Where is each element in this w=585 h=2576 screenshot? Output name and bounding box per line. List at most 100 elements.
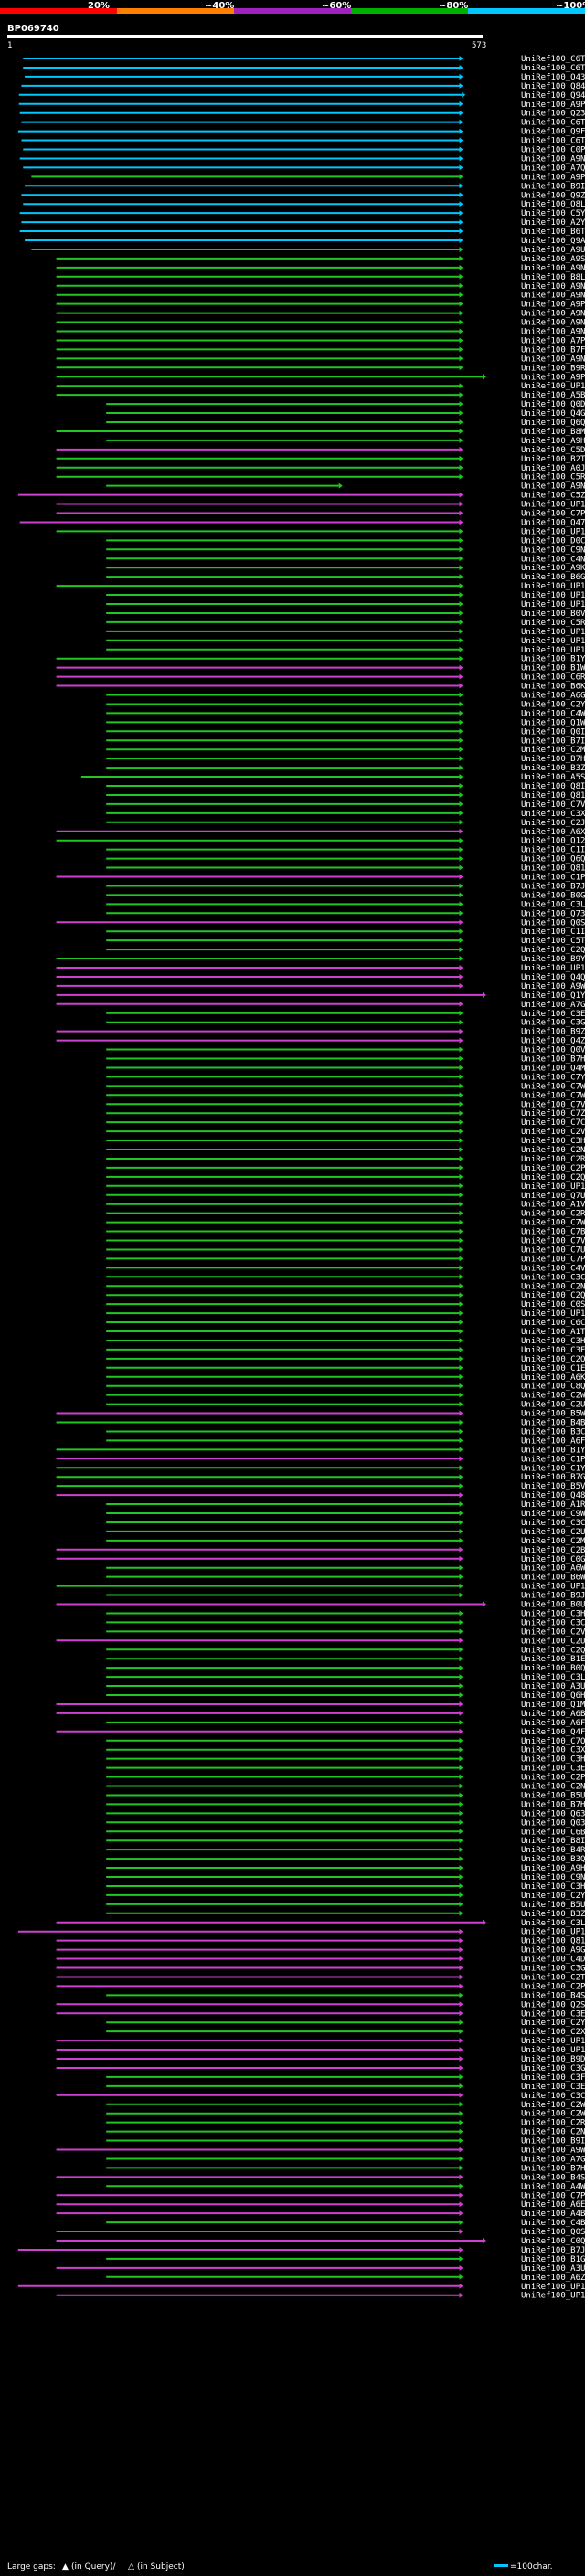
hit-label[interactable]: UniRef100_C2YAW3 <box>521 1892 585 1901</box>
hit-label[interactable]: UniRef100_B4B7S7 <box>521 1419 585 1428</box>
hit-label[interactable]: UniRef100_C2UY76 <box>521 1401 585 1410</box>
hit-label[interactable]: UniRef100_Q0I4M8 <box>521 727 585 737</box>
hit-label[interactable]: UniRef100_Q1MX27 <box>521 1701 585 1710</box>
hit-label[interactable]: UniRef100_C2R8N2 <box>521 1210 585 1219</box>
hit-label[interactable]: UniRef100_UP1000... <box>521 2283 585 2292</box>
hit-label[interactable]: UniRef100_UP1000... <box>521 527 585 536</box>
hit-label[interactable]: UniRef100_Q479C0 <box>521 518 585 527</box>
hit-label[interactable]: UniRef100_C5RBM6 <box>521 619 585 628</box>
hit-label[interactable]: UniRef100_B1G833 <box>521 2255 585 2264</box>
hit-label[interactable]: UniRef100_A9NNE3 <box>521 328 585 337</box>
hit-label[interactable]: UniRef100_Q94I10 <box>521 91 585 101</box>
hit-label[interactable]: UniRef100_B8LRL8 <box>521 273 585 282</box>
hit-label[interactable]: UniRef100_UP1000... <box>521 582 585 591</box>
hit-label[interactable]: UniRef100_UP1000... <box>521 382 585 391</box>
hit-label[interactable]: UniRef100_A1RX85 <box>521 1500 585 1510</box>
hit-label[interactable]: UniRef100_UP1000... <box>521 646 585 655</box>
hit-label[interactable]: UniRef100_B7HY33 <box>521 1800 585 1809</box>
hit-label[interactable]: UniRef100_B2TB05 <box>521 455 585 464</box>
hit-label[interactable]: UniRef100_Q63BJ3 <box>521 1809 585 1818</box>
hit-label[interactable]: UniRef100_C6TD23 <box>521 64 585 73</box>
hit-label[interactable]: UniRef100_Q81819 <box>521 1937 585 1946</box>
hit-label[interactable]: UniRef100_C2JS43 <box>521 819 585 828</box>
hit-label[interactable]: UniRef100_Q0SSX1 <box>521 2228 585 2237</box>
hit-label[interactable]: UniRef100_B9Z7B0 <box>521 1028 585 1037</box>
hit-label[interactable]: UniRef100_B8ME26 <box>521 428 585 437</box>
hit-label[interactable]: UniRef100_A9P2P9 <box>521 373 585 382</box>
hit-label[interactable]: UniRef100_C4WSY3 <box>521 709 585 718</box>
hit-label[interactable]: UniRef100_Q6Q115 <box>521 419 585 428</box>
hit-label[interactable]: UniRef100_A9NLT9 <box>521 482 585 492</box>
hit-label[interactable]: UniRef100_C1IPW0 <box>521 928 585 937</box>
hit-label[interactable]: UniRef100_A4BI02 <box>521 2210 585 2219</box>
hit-label[interactable]: UniRef100_Q8LEB8 <box>521 200 585 209</box>
hit-label[interactable]: UniRef100_C8QIN0 <box>521 1383 585 1392</box>
hit-label[interactable]: UniRef100_B4SJF7 <box>521 2173 585 2182</box>
hit-label[interactable]: UniRef100_C2MKQ2 <box>521 1537 585 1546</box>
hit-label[interactable]: UniRef100_C3H011 <box>521 1137 585 1146</box>
hit-label[interactable]: UniRef100_C9W666 <box>521 1510 585 1519</box>
hit-label[interactable]: UniRef100_A9PIS6 <box>521 173 585 182</box>
hit-label[interactable]: UniRef100_B3Z608 <box>521 764 585 773</box>
hit-label[interactable]: UniRef100_Q4FTS4 <box>521 1728 585 1737</box>
hit-label[interactable]: UniRef100_C7B0G7 <box>521 1228 585 1237</box>
hit-label[interactable]: UniRef100_B0V418 <box>521 610 585 619</box>
hit-label[interactable]: UniRef100_B0UGT8 <box>521 1601 585 1610</box>
hit-label[interactable]: UniRef100_C2XGF9 <box>521 2028 585 2037</box>
hit-label[interactable]: UniRef100_B1W295 <box>521 664 585 673</box>
hit-label[interactable]: UniRef100_C2YUE0 <box>521 700 585 709</box>
hit-label[interactable]: UniRef100_A9HUU0 <box>521 437 585 446</box>
hit-label[interactable]: UniRef100_C7WBI0 <box>521 1091 585 1100</box>
hit-label[interactable]: UniRef100_Q23939 <box>521 110 585 119</box>
hit-label[interactable]: UniRef100_C6T8J2 <box>521 137 585 146</box>
hit-label[interactable]: UniRef100_B7IQN2 <box>521 737 585 746</box>
hit-label[interactable]: UniRef100_C6B2H7 <box>521 1828 585 1837</box>
hit-label[interactable]: UniRef100_C3GTT0 <box>521 2064 585 2073</box>
hit-label[interactable]: UniRef100_B7HSP3 <box>521 1055 585 1065</box>
hit-label[interactable]: UniRef100_B8IC40 <box>521 1837 585 1846</box>
hit-label[interactable]: UniRef100_UP1000... <box>521 1309 585 1319</box>
hit-label[interactable]: UniRef100_A9WN12 <box>521 2147 585 2156</box>
hit-label[interactable]: UniRef100_C2PMG1 <box>521 1982 585 1991</box>
hit-label[interactable]: UniRef100_C2VEF3 <box>521 1627 585 1637</box>
hit-label[interactable]: UniRef100_C2YCZ1 <box>521 2019 585 2028</box>
hit-label[interactable]: UniRef100_Q4G5Q4 <box>521 409 585 419</box>
hit-label[interactable]: UniRef100_C0Q9R2 <box>521 2237 585 2246</box>
hit-label[interactable]: UniRef100_A4WB70 <box>521 2182 585 2191</box>
hit-label[interactable]: UniRef100_C3ETV2 <box>521 1010 585 1019</box>
hit-label[interactable]: UniRef100_B0GDN2 <box>521 891 585 900</box>
hit-label[interactable]: UniRef100_C3EPQ1 <box>521 2009 585 2019</box>
hit-label[interactable]: UniRef100_B5UK97 <box>521 1791 585 1800</box>
hit-label[interactable]: UniRef100_B6G8Y9 <box>521 573 585 582</box>
hit-label[interactable]: UniRef100_C6TD67 <box>521 55 585 64</box>
hit-label[interactable]: UniRef100_C2MBJ9 <box>521 746 585 755</box>
hit-label[interactable]: UniRef100_C3GGF7 <box>521 1965 585 1974</box>
hit-label[interactable]: UniRef100_C7P189 <box>521 2191 585 2200</box>
hit-label[interactable]: UniRef100_A1VL58 <box>521 1201 585 1210</box>
hit-label[interactable]: UniRef100_Q0VPU8 <box>521 1046 585 1055</box>
hit-label[interactable]: UniRef100_A9UUT9 <box>521 246 585 255</box>
hit-label[interactable]: UniRef100_Q12HC4 <box>521 837 585 846</box>
hit-label[interactable]: UniRef100_B5VY58 <box>521 1482 585 1491</box>
hit-label[interactable]: UniRef100_C6TL34 <box>521 119 585 128</box>
hit-label[interactable]: UniRef100_A0JQ27 <box>521 464 585 473</box>
hit-label[interactable]: UniRef100_C0S8U9 <box>521 1300 585 1309</box>
hit-label[interactable]: UniRef100_C3HL76 <box>521 1882 585 1892</box>
hit-label[interactable]: UniRef100_Q81AR0 <box>521 864 585 874</box>
hit-label[interactable]: UniRef100_C7VVE2 <box>521 1237 585 1246</box>
hit-label[interactable]: UniRef100_C0GKD9 <box>521 1555 585 1564</box>
hit-label[interactable]: UniRef100_A3UP27 <box>521 2264 585 2274</box>
hit-label[interactable]: UniRef100_A6B413 <box>521 1710 585 1719</box>
hit-label[interactable]: UniRef100_C2RR84 <box>521 2119 585 2128</box>
hit-label[interactable]: UniRef100_C2BYM2 <box>521 1546 585 1555</box>
hit-label[interactable]: UniRef100_UP1000... <box>521 637 585 646</box>
hit-label[interactable]: UniRef100_C3C5D2 <box>521 1273 585 1282</box>
hit-label[interactable]: UniRef100_B9IR18 <box>521 2137 585 2147</box>
hit-label[interactable]: UniRef100_C7Q253 <box>521 1737 585 1746</box>
hit-label[interactable]: UniRef100_C3HLX5 <box>521 1609 585 1618</box>
hit-label[interactable]: UniRef100_A1TKT3 <box>521 1328 585 1337</box>
hit-label[interactable]: UniRef100_C1I3Q1 <box>521 846 585 855</box>
hit-label[interactable]: UniRef100_B9IG56 <box>521 182 585 191</box>
hit-label[interactable]: UniRef100_Q48G46 <box>521 1491 585 1500</box>
hit-label[interactable]: UniRef100_B3QX90 <box>521 1855 585 1864</box>
